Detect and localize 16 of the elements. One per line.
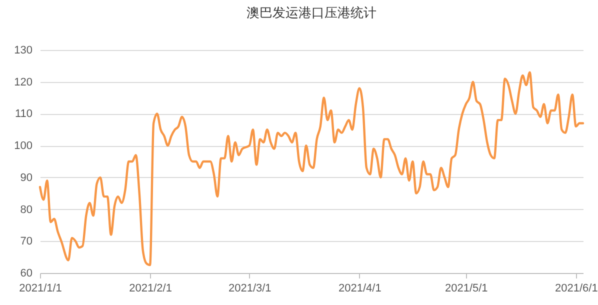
y-tick-label: 110	[14, 108, 32, 120]
y-tick-label: 80	[20, 204, 32, 216]
line-series	[38, 71, 584, 266]
y-tick-label: 60	[20, 268, 32, 280]
chart-title: 澳巴发运港口压港统计	[246, 5, 376, 20]
y-tick-label: 100	[14, 140, 32, 152]
x-tick-label: 2021/1/1	[19, 282, 62, 294]
y-tick-label: 120	[14, 76, 32, 88]
x-tick-label: 2021/2/1	[129, 282, 172, 294]
y-tick-label: 90	[20, 172, 32, 184]
x-tick-label: 2021/3/1	[228, 282, 272, 294]
x-tick-label: 2021/5/1	[444, 282, 488, 294]
y-tick-label: 130	[14, 44, 32, 56]
x-tick-label: 2021/6/1	[554, 282, 598, 294]
x-tick-label: 2021/4/1	[338, 282, 382, 294]
y-tick-label: 70	[20, 236, 32, 248]
